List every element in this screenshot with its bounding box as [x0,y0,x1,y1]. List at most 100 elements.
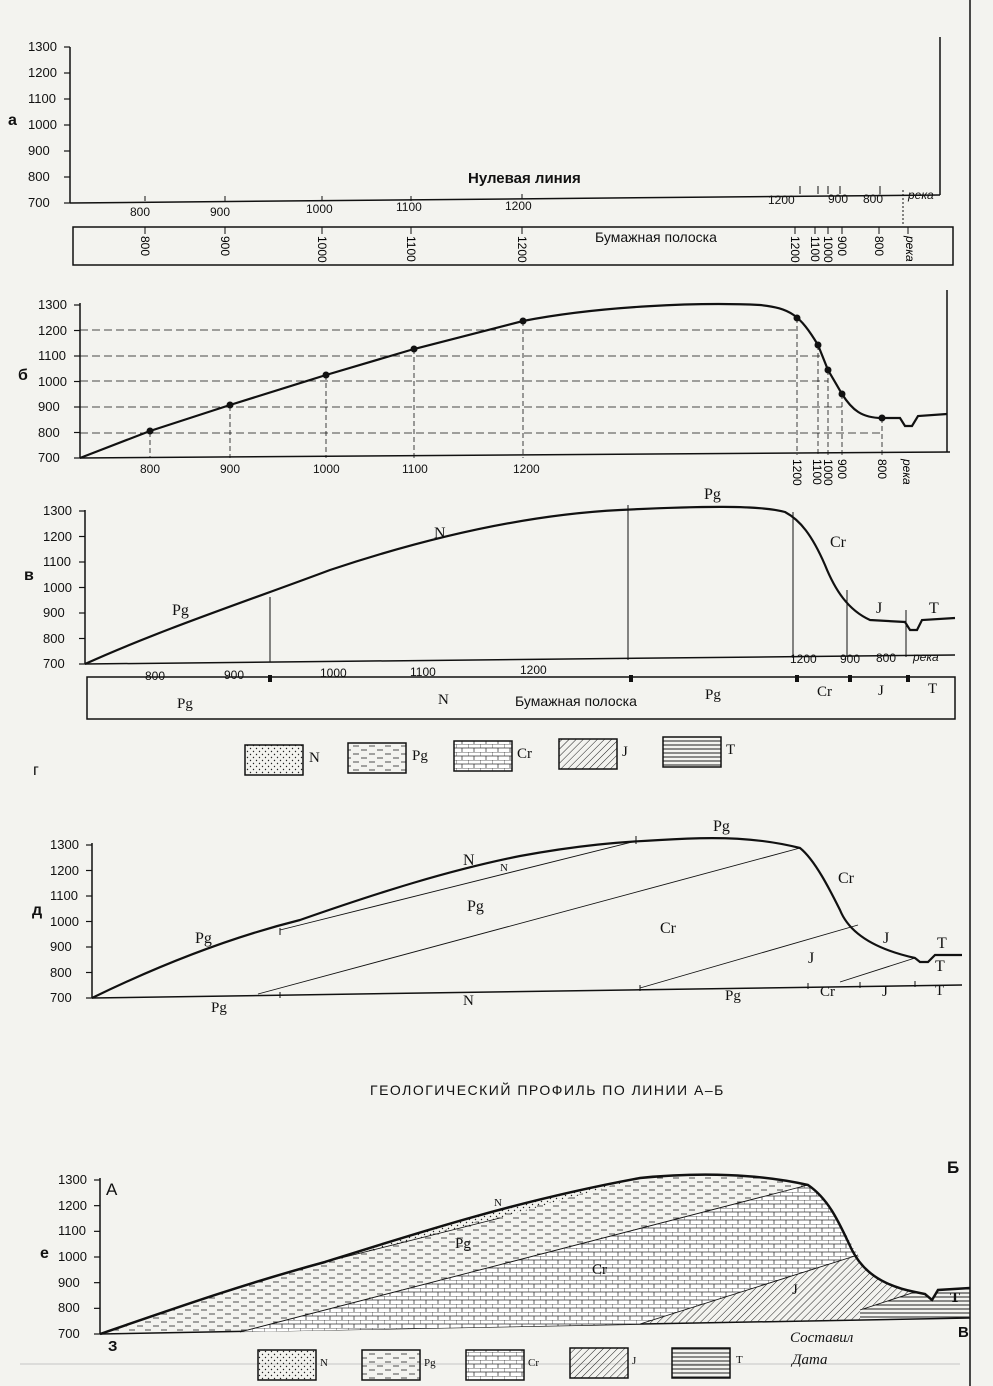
compiled-by-label: Составил [790,1330,854,1346]
legend-code-t: T [736,1354,743,1366]
formation-label: Cr [592,1262,607,1278]
x-axis-label: 1000 [313,462,340,476]
y-tick-label: 700 [43,656,65,671]
corner-z: З [108,1338,118,1355]
paper-strip-tick-label: 900 [835,236,849,256]
x-axis-label-rotated: 800 [875,459,889,479]
x-axis-label-rotated: 1200 [790,459,804,486]
legend-code-j: J [632,1355,637,1367]
zero-line-contour-label: 800 [863,192,884,206]
formation-label: T [929,600,939,617]
formation-label: J [876,600,883,617]
formation-label: Pg [704,486,721,503]
formation-label: N [434,525,446,542]
panel-d-frame [86,836,963,999]
river-label-a: река [908,188,934,202]
panel-v-frame [79,505,956,720]
x-axis-label-rotated: 1000 [821,459,835,486]
x-axis-label-rotated: 1100 [810,459,824,485]
formation-label: Pg [195,930,212,947]
panel-e-letter: е [40,1245,49,1262]
formation-label: Cr [660,920,676,937]
strip-formation-label: N [438,692,449,708]
base-formation-label: Cr [820,984,835,1000]
x-axis-label: 1200 [790,652,817,666]
formation-label: T [937,935,947,952]
paper-strip-tick-label: 900 [218,236,232,256]
date-label: Дата [792,1352,828,1368]
y-tick-label: 1300 [43,503,72,518]
x-axis-label: 800 [140,462,161,476]
base-formation-label: J [882,984,888,1000]
zero-line-label: Нулевая линия [468,170,581,187]
x-axis-label: 800 [145,669,166,683]
strip-formation-label: Pg [705,687,721,703]
paper-strip-label-v: Бумажная полоска [515,693,637,709]
formation-label: Cr [838,870,854,887]
x-axis-label: 900 [224,668,245,682]
base-formation-label: Pg [725,988,741,1004]
zero-line-contour-label: 1100 [396,200,422,214]
panel-b-frame [74,290,951,460]
legend-code-t: T [726,742,736,758]
corner-a: А [106,1180,118,1199]
y-tick-label: 900 [43,605,65,620]
river-label-v: река [913,650,939,664]
y-tick-label: 800 [38,424,60,440]
legend-code-pg: Pg [412,748,428,764]
panel-e-frame [94,1173,971,1381]
zero-line-contour-label: 1200 [768,193,795,207]
paper-strip-tick-label: 1100 [404,236,418,262]
paper-strip-tick-label: 1200 [515,236,529,263]
formation-label: Pg [455,1236,471,1252]
formation-label: J [792,1282,798,1298]
y-tick-label: 1000 [28,117,57,132]
base-formation-label: N [463,993,474,1009]
strip-formation-label: J [878,683,884,699]
y-tick-label: 1300 [38,297,67,312]
zero-line-contour-label: 1000 [306,202,333,216]
x-axis-label: 1200 [520,663,547,677]
y-tick-label: 900 [58,1274,80,1290]
paper-strip-label-a: Бумажная полоска [595,229,717,245]
y-tick-label: 1000 [38,373,67,389]
y-tick-label: 1300 [28,39,57,54]
zero-line-contour-label: 900 [828,192,849,206]
paper-strip-tick-label: 1100 [808,236,822,262]
y-tick-label: 1100 [50,888,78,903]
panel-a-frame [64,37,954,266]
y-tick-label: 1100 [38,348,66,363]
formation-label: Cr [830,534,846,551]
x-axis-label: 1100 [410,665,436,679]
x-axis-label-rotated: 900 [835,459,849,479]
legend-g [244,736,722,776]
profile-title: ГЕОЛОГИЧЕСКИЙ ПРОФИЛЬ ПО ЛИНИИ А–Б [370,1082,725,1098]
y-tick-label: 800 [43,630,65,646]
paper-strip-tick-label: 1200 [788,236,802,263]
formation-label: J [808,950,815,967]
panel-b-letter: б [18,367,28,384]
paper-strip-tick-label: 1000 [315,236,329,263]
panel-v-letter: в [24,567,34,584]
zero-line-contour-label: 1200 [505,199,532,213]
y-tick-label: 1100 [43,554,71,569]
y-tick-label: 1300 [58,1172,87,1187]
formation-label: Pg [467,898,484,915]
legend-code-n: N [309,750,320,766]
y-tick-label: 700 [38,450,60,465]
formation-label: N [500,862,508,874]
strip-formation-label: Cr [817,684,832,700]
legend-code-cr: Cr [517,746,532,762]
y-tick-label: 700 [58,1326,80,1341]
y-tick-label: 1100 [28,91,56,106]
legend-code-j: J [622,744,628,760]
zero-line-contour-label: 900 [210,205,231,219]
panel-d-letter: д [32,902,43,919]
formation-label: Pg [172,602,189,619]
y-tick-label: 800 [58,1300,80,1316]
formation-label: N [494,1197,502,1209]
strip-formation-label: T [928,681,938,697]
paper-strip-tick-label: 1000 [821,236,835,263]
y-tick-label: 1000 [50,913,79,929]
